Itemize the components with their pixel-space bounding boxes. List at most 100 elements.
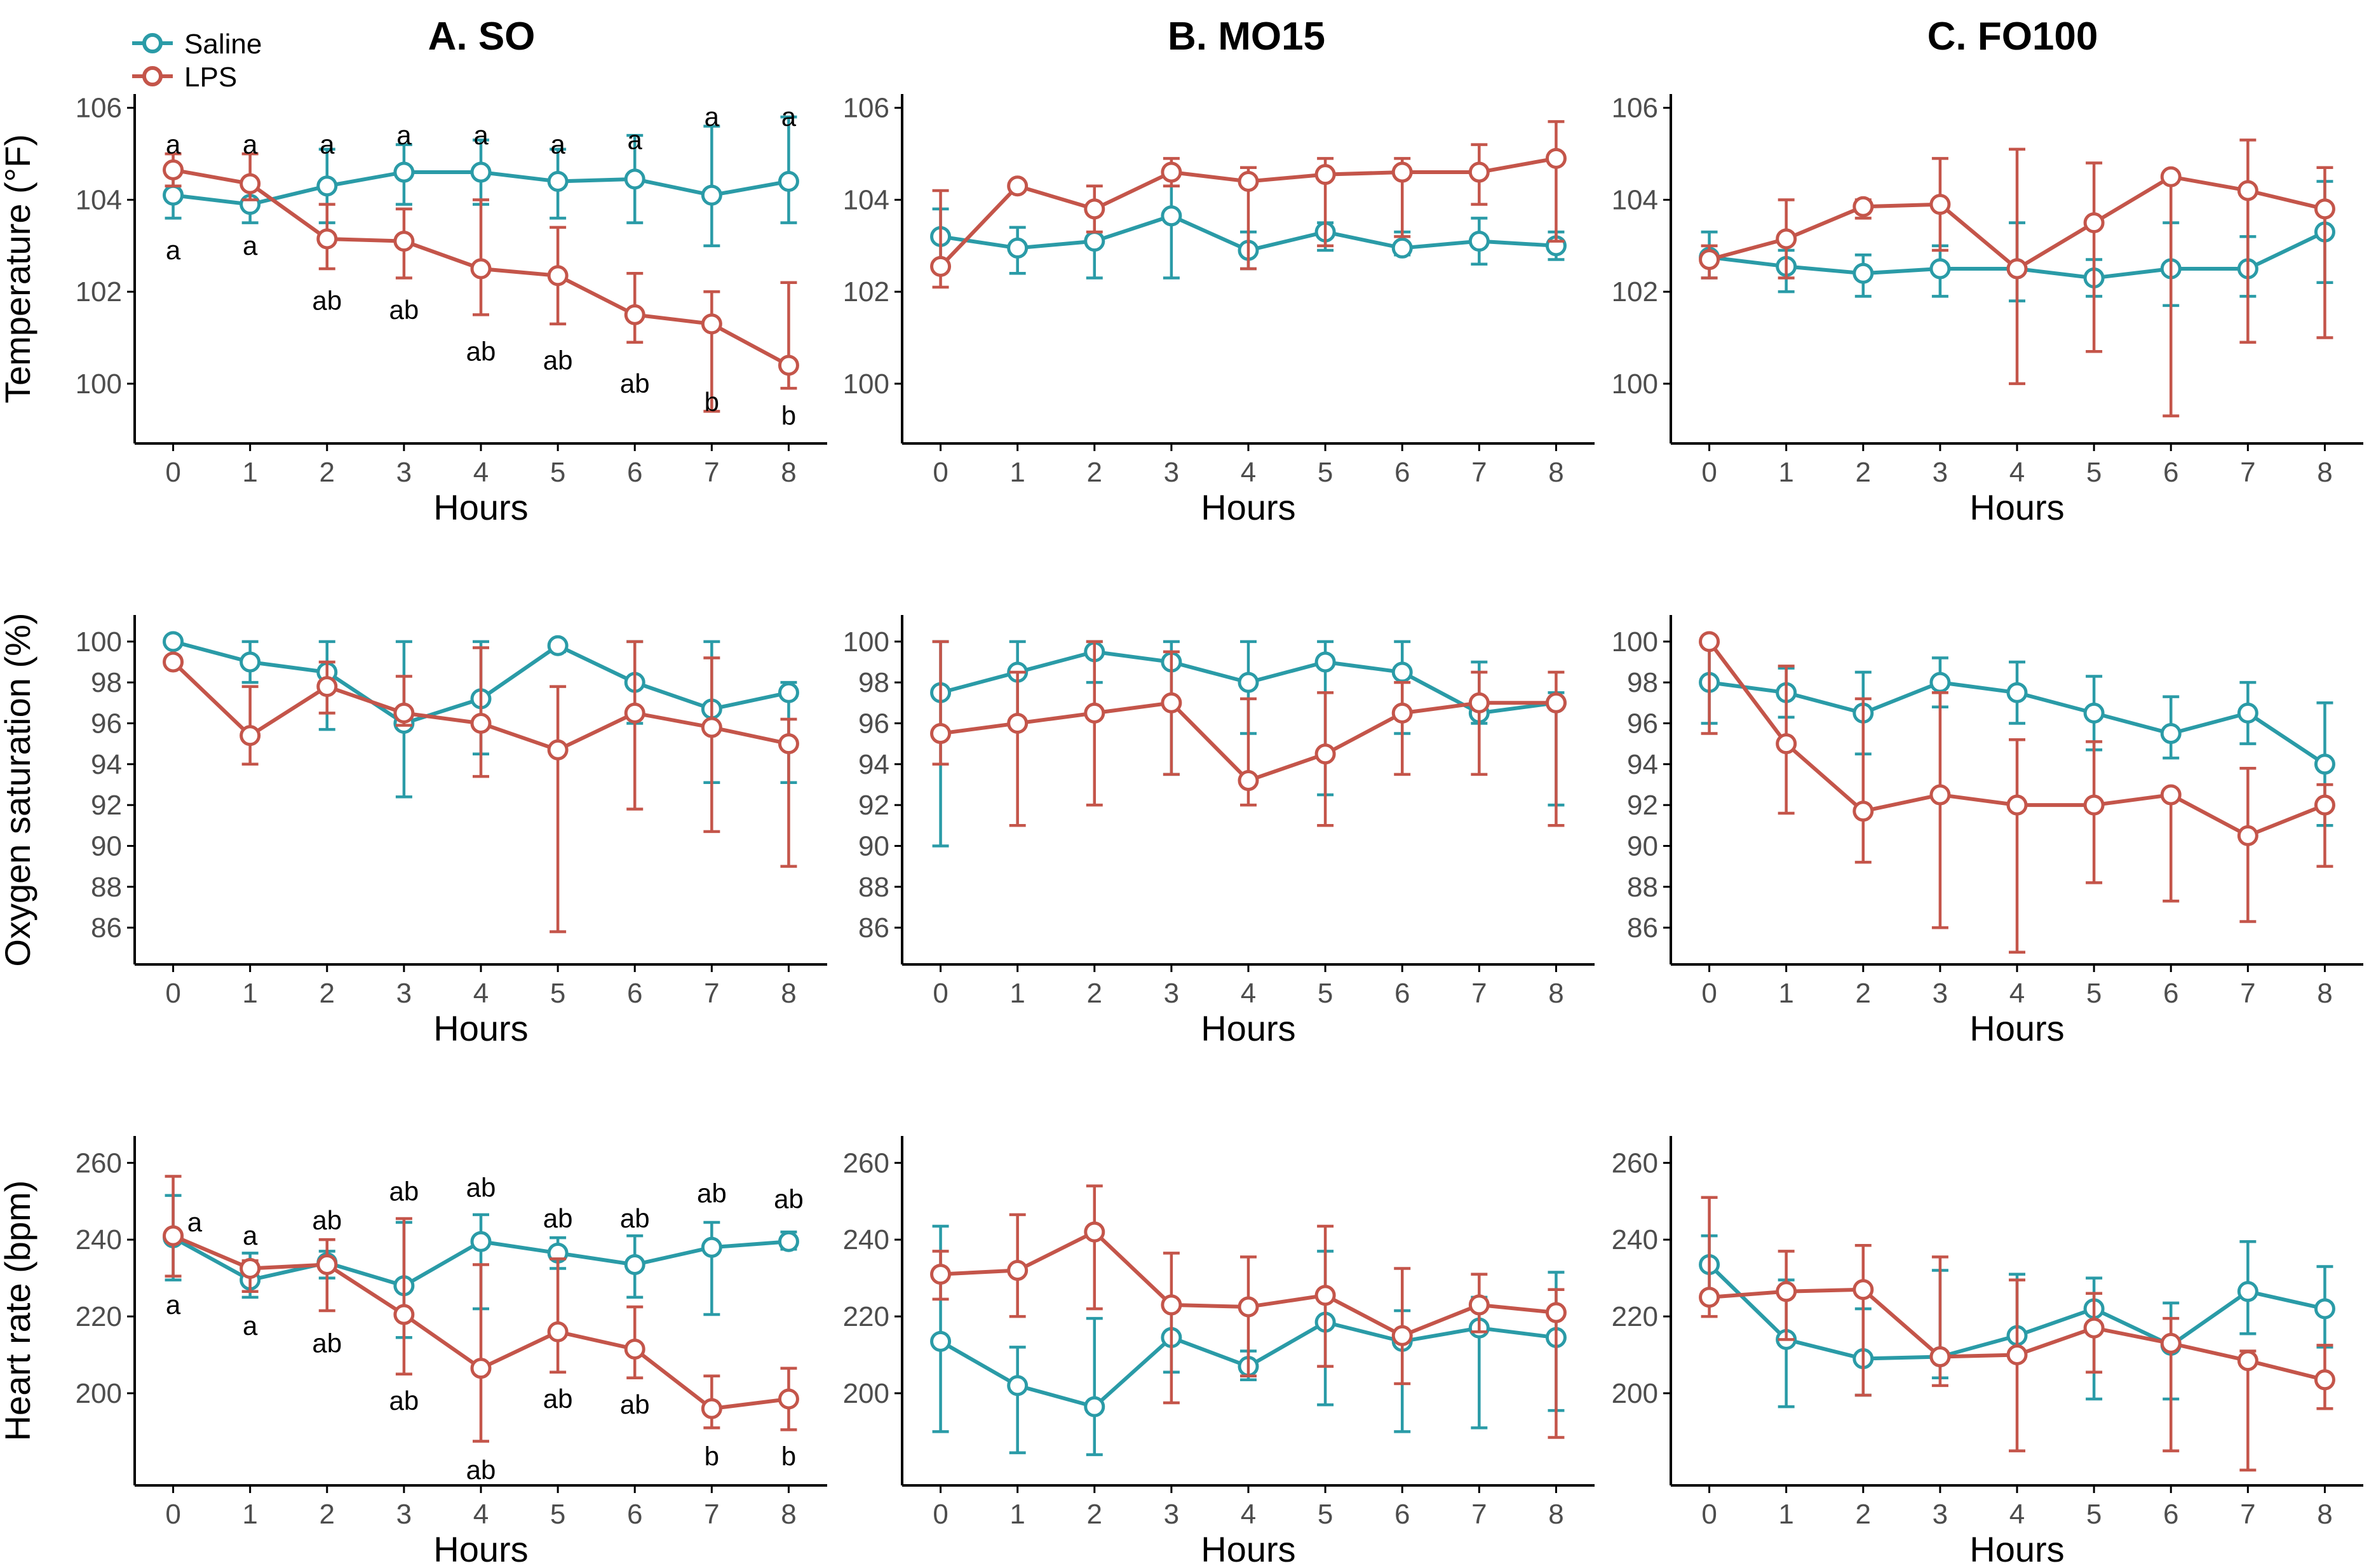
panel-7-significance-label: ab xyxy=(543,1384,573,1414)
panel-4-y-axis-title: Oxygen saturation (%) xyxy=(0,612,37,966)
panel-8-lps-point xyxy=(1314,1285,1336,1306)
panel-9-x-tick-label: 0 xyxy=(1701,1499,1717,1530)
panel-5-lps-point xyxy=(1545,692,1567,713)
panel-5-x-tick-label: 5 xyxy=(1318,978,1333,1009)
panel-1-significance-label: a xyxy=(243,231,258,260)
panel-6-x-tick-label: 3 xyxy=(1933,978,1948,1009)
panel-8-x-tick-label: 8 xyxy=(1548,1499,1563,1530)
panel-1-x-axis-title: Hours xyxy=(433,487,528,527)
panel-8-x-tick-label: 5 xyxy=(1318,1499,1333,1530)
panel-4-x-tick-label: 4 xyxy=(473,978,489,1009)
panel-7: 200 220 240 260 0 1 2 3 4 5 6 7 8 Hours Heart rate (bp… xyxy=(0,1136,827,1568)
panel-6: 86 88 90 92 94 96 98 100 0 1 2 3 4 5 6 7 8 Hours xyxy=(1612,615,2363,1048)
panel-9: 200 220 240 260 0 1 2 3 4 5 6 7 8 Hours xyxy=(1612,1136,2363,1568)
panel-2-lps-point xyxy=(1007,175,1029,197)
panel-9-saline-point xyxy=(2314,1298,2335,1320)
panel-5-saline-point xyxy=(1314,651,1336,673)
panel-6-saline-point xyxy=(2237,702,2258,724)
panel-6-y-tick-label: 100 xyxy=(1612,626,1658,658)
panel-5-lps-point xyxy=(1007,712,1029,734)
panel-1-lps-series xyxy=(163,152,799,413)
panel-9-lps-point xyxy=(2314,1369,2335,1391)
panel-8-lps-point xyxy=(1084,1221,1105,1243)
panel-2: 100 102 104 106 0 1 2 3 4 5 6 7 8 Hours xyxy=(843,93,1595,527)
panel-8-lps-point xyxy=(1238,1296,1259,1318)
panel-2-y-tick-label: 106 xyxy=(843,93,889,124)
panel-4-y-tick-label: 92 xyxy=(91,790,122,821)
panel-5-x-tick-label: 4 xyxy=(1241,978,1256,1009)
panel-6-x-tick-label: 7 xyxy=(2240,978,2255,1009)
panel-5-x-tick-label: 6 xyxy=(1394,978,1410,1009)
panel-8-y-tick-label: 260 xyxy=(843,1147,889,1179)
panel-2-x-tick-label: 3 xyxy=(1164,457,1179,488)
panel-5-y-tick-label: 88 xyxy=(858,872,889,903)
panel-7-saline-point xyxy=(624,1254,645,1275)
panel-7-x-tick-label: 2 xyxy=(320,1499,335,1530)
panel-4-saline-point xyxy=(778,682,799,703)
panel-1-significance-label: a xyxy=(166,130,181,159)
panel-1-lps-point xyxy=(701,313,722,335)
panel-2-lps-point xyxy=(1545,147,1567,169)
panel-5-lps-series xyxy=(930,640,1567,827)
panel-4-saline-point xyxy=(547,635,569,656)
panel-6-x-tick-label: 1 xyxy=(1778,978,1793,1009)
panel-5-lps-point xyxy=(1391,702,1413,724)
panel-1-significance-label: a xyxy=(705,102,720,132)
panel-7-lps-point xyxy=(163,1225,184,1247)
panel-4-y-tick-label: 96 xyxy=(91,708,122,739)
panel-1-y-tick-label: 102 xyxy=(76,276,122,308)
panel-2-lps-point xyxy=(1468,161,1490,183)
panel-2-x-tick-label: 7 xyxy=(1471,457,1487,488)
panel-9-x-tick-label: 1 xyxy=(1778,1499,1793,1530)
panel-1-lps-point xyxy=(624,304,645,325)
panel-2-x-tick-label: 5 xyxy=(1318,457,1333,488)
panel-7-saline-point xyxy=(470,1231,492,1252)
panel-1-significance-label: a xyxy=(243,130,258,159)
panel-3-x-tick-label: 7 xyxy=(2240,457,2255,488)
panel-4-y-tick-label: 86 xyxy=(91,912,122,943)
panel-1-significance-label: b xyxy=(781,401,796,431)
panel-3-lps-point xyxy=(1776,228,1797,250)
panel-3-x-tick-label: 4 xyxy=(2009,457,2025,488)
panel-6-lps-point xyxy=(2314,794,2335,816)
panel-4-lps-point xyxy=(240,725,261,747)
panel-9-y-tick-label: 220 xyxy=(1612,1301,1658,1332)
panel-9-x-tick-label: 6 xyxy=(2163,1499,2178,1530)
panel-4-x-tick-label: 0 xyxy=(165,978,180,1009)
panel-4-lps-point xyxy=(778,733,799,755)
panel-1-saline-point xyxy=(778,171,799,192)
panel-8: 200 220 240 260 0 1 2 3 4 5 6 7 8 Hours xyxy=(843,1136,1595,1568)
panel-7-lps-point xyxy=(470,1358,492,1379)
panel-7-y-tick-label: 200 xyxy=(76,1378,122,1409)
panel-1-saline-point xyxy=(701,184,722,206)
panel-5-lps-point xyxy=(930,723,952,745)
panel-3-x-axis-title: Hours xyxy=(1969,487,2064,527)
panel-7-lps-point xyxy=(393,1304,415,1325)
panel-3-y-tick-label: 104 xyxy=(1612,184,1658,215)
panel-9-y-tick-label: 200 xyxy=(1612,1378,1658,1409)
panel-2-lps-series xyxy=(930,120,1567,289)
panel-7-significance-label: b xyxy=(781,1442,796,1471)
panel-3-lps-point xyxy=(1699,249,1720,271)
panel-8-x-tick-label: 1 xyxy=(1009,1499,1025,1530)
panel-7-lps-point xyxy=(240,1258,261,1280)
panel-7-lps-point xyxy=(547,1321,569,1342)
panel-7-significance-label: a xyxy=(166,1290,181,1320)
panel-9-lps-point xyxy=(1929,1346,1951,1368)
panel-3-lps-point xyxy=(2237,180,2258,201)
panel-6-y-tick-label: 86 xyxy=(1627,912,1658,943)
panel-9-x-axis-title: Hours xyxy=(1969,1529,2064,1568)
panel-6-y-tick-label: 98 xyxy=(1627,667,1658,698)
panel-1-lps-point xyxy=(393,231,415,252)
panel-7-lps-point xyxy=(316,1254,338,1275)
panel-2-x-tick-label: 8 xyxy=(1548,457,1563,488)
panel-6-x-tick-label: 0 xyxy=(1701,978,1717,1009)
panel-6-y-tick-label: 96 xyxy=(1627,708,1658,739)
panel-5-y-tick-label: 100 xyxy=(843,626,889,658)
legend: Saline LPS xyxy=(132,29,262,93)
panel-5-lps-point xyxy=(1468,692,1490,713)
panel-8-y-tick-label: 240 xyxy=(843,1224,889,1255)
panel-3: 100 102 104 106 0 1 2 3 4 5 6 7 8 Hours xyxy=(1612,93,2363,527)
panel-7-x-tick-label: 7 xyxy=(704,1499,719,1530)
